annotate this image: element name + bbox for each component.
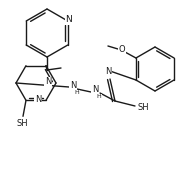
Text: H: H	[97, 94, 101, 100]
Text: H: H	[75, 90, 79, 96]
Text: O: O	[119, 45, 125, 54]
Text: SH: SH	[137, 104, 149, 113]
Text: SH: SH	[16, 119, 28, 128]
Text: N: N	[92, 85, 98, 94]
Text: N: N	[105, 68, 111, 77]
Text: N: N	[45, 77, 51, 87]
Text: N: N	[65, 16, 72, 24]
Text: N: N	[70, 81, 76, 89]
Text: N: N	[35, 95, 41, 104]
